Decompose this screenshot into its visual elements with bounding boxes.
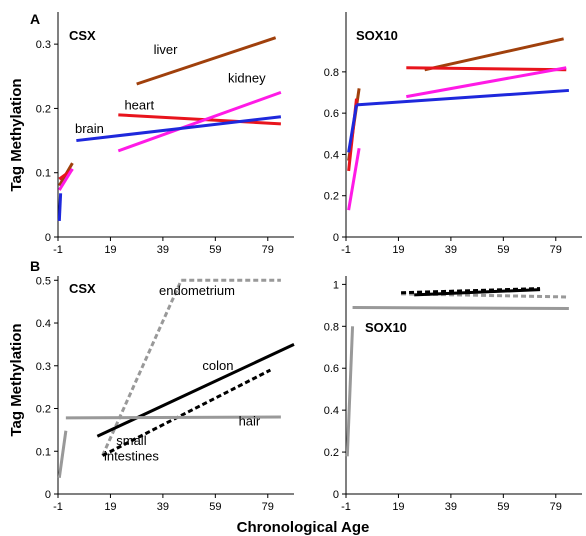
- b-right-y-tick-label: 0.4: [324, 405, 339, 417]
- panel-a-right-ticks: 0 0.2 0.4 0.6 0.8 -1 19 39 59 79: [324, 67, 562, 256]
- b-right-x-tick-label: 79: [550, 501, 562, 513]
- a-left-y-tick-label: 0.3: [36, 39, 51, 51]
- a-left-x-tick-label: 19: [104, 244, 116, 256]
- a-right-series-brain-segment: [347, 104, 358, 153]
- a-right-series-heart-segment: [406, 66, 567, 72]
- a-left-series-kidney-segment: [117, 90, 282, 153]
- a-left-x-tick-label: 59: [209, 244, 221, 256]
- panel-a-left-series: [57, 36, 282, 221]
- panel-a-left-axes: [57, 12, 294, 238]
- a-right-x-tick-label: 19: [392, 244, 404, 256]
- a-left-x-tick-label: -1: [53, 244, 63, 256]
- a-left-x-tick-label: 39: [157, 244, 169, 256]
- b-right-y-tick-label: 0.8: [324, 321, 339, 333]
- a-left-annotation-liver: liver: [154, 42, 179, 57]
- panel-a-right-title: SOX10: [356, 28, 398, 43]
- b-right-series-hair-segment: [352, 305, 569, 310]
- b-right-series-hair-segment: [345, 326, 355, 457]
- b-left-x-tick-label: 39: [157, 501, 169, 513]
- a-left-annotation-brain: brain: [75, 121, 104, 136]
- panel-b-right-title: SOX10: [365, 320, 407, 335]
- b-right-x-tick-label: 19: [392, 501, 404, 513]
- a-right-y-tick-label: 0: [333, 232, 339, 244]
- panel-b-right-series: [345, 287, 569, 457]
- b-left-annotation-small: small: [116, 433, 146, 448]
- a-left-annotation-kidney: kidney: [228, 71, 266, 86]
- a-right-x-tick-label: 79: [550, 244, 562, 256]
- panel-b-left-ticks: 0 0.1 0.2 0.3 0.4 0.5 -1 19 39 59 79: [36, 275, 274, 513]
- panel-a-left-chart: 0 0.1 0.2 0.3 -1 19 39 59 79 CSX liver heart kidne…: [36, 12, 294, 256]
- a-left-y-tick-label: 0: [45, 232, 51, 244]
- b-right-y-tick-label: 0.2: [324, 447, 339, 459]
- a-left-x-tick-label: 79: [262, 244, 274, 256]
- a-left-y-tick-label: 0.1: [36, 168, 51, 180]
- panel-b-right-ticks: 0 0.2 0.4 0.6 0.8 1 -1 19 39 59 79: [324, 279, 562, 513]
- b-left-y-tick-label: 0.3: [36, 361, 51, 373]
- b-right-y-tick-label: 0.6: [324, 363, 339, 375]
- a-left-annotation-heart: heart: [124, 98, 154, 113]
- b-left-y-tick-label: 0.4: [36, 318, 51, 330]
- b-left-x-tick-label: -1: [53, 501, 63, 513]
- b-left-annotation-endometrium: endometrium: [159, 283, 235, 298]
- b-left-series-hair-segment: [65, 415, 281, 420]
- panel-label-b: B: [30, 258, 40, 274]
- a-right-x-tick-label: 39: [445, 244, 457, 256]
- panel-a-left-annotations: liver heart kidney brain: [75, 42, 266, 136]
- b-left-series-small-intestines-segment: [101, 368, 272, 457]
- b-right-series-colon-segment: [414, 288, 541, 297]
- panel-a-left-title: CSX: [69, 28, 96, 43]
- panel-a-left-ticks: 0 0.1 0.2 0.3 -1 19 39 59 79: [36, 39, 274, 256]
- b-left-y-tick-label: 0: [45, 489, 51, 501]
- b-right-x-tick-label: 39: [445, 501, 457, 513]
- b-left-x-tick-label: 79: [262, 501, 274, 513]
- b-left-y-tick-label: 0.1: [36, 446, 51, 458]
- panel-b-right-chart: 0 0.2 0.4 0.6 0.8 1 -1 19 39 59 79 SOX10: [324, 276, 582, 513]
- a-right-series-kidney-segment: [347, 147, 361, 211]
- b-right-x-tick-label: 59: [497, 501, 509, 513]
- a-left-series-liver-segment: [136, 36, 277, 86]
- panel-b-left-title: CSX: [69, 281, 96, 296]
- a-right-y-tick-label: 0.6: [324, 108, 339, 120]
- b-left-series-colon-segment: [96, 343, 295, 438]
- b-left-annotation-colon: colon: [202, 358, 233, 373]
- a-left-series-brain-segment: [57, 193, 63, 221]
- panel-a-right-axes: [345, 12, 582, 238]
- panel-b-left-axes: [57, 276, 294, 495]
- b-right-y-tick-label: 0: [333, 489, 339, 501]
- a-right-series-liver-segment: [424, 37, 564, 72]
- a-right-series-kidney-segment: [406, 66, 567, 99]
- b-left-y-tick-label: 0.5: [36, 275, 51, 287]
- a-right-y-tick-label: 0.2: [324, 191, 339, 203]
- b-left-annotation-intestines: intestines: [104, 449, 159, 464]
- a-left-series-heart-segment: [118, 113, 281, 126]
- a-left-series-kidney-segment: [58, 168, 74, 191]
- panel-b-left-series: [57, 278, 295, 478]
- b-left-y-tick-label: 0.2: [36, 404, 51, 416]
- b-left-series-hair-segment: [57, 430, 68, 478]
- b-left-x-tick-label: 19: [104, 501, 116, 513]
- panel-a-right-series: [347, 37, 569, 211]
- b-right-y-tick-label: 1: [333, 279, 339, 291]
- a-right-y-tick-label: 0.4: [324, 149, 339, 161]
- panel-label-a: A: [30, 11, 40, 27]
- b-left-annotation-hair: hair: [239, 414, 261, 429]
- y-axis-label-bottom: Tag Methylation: [8, 323, 25, 436]
- panel-b-left-chart: 0 0.1 0.2 0.3 0.4 0.5 -1 19 39 59 79 CSX endometri…: [36, 275, 295, 513]
- y-axis-label-top: Tag Methylation: [8, 78, 25, 191]
- panel-b-right-axes: [345, 276, 582, 495]
- b-right-x-tick-label: -1: [341, 501, 351, 513]
- x-axis-label: Chronological Age: [237, 519, 370, 536]
- b-left-x-tick-label: 59: [209, 501, 221, 513]
- a-left-series-brain-segment: [76, 115, 282, 143]
- a-right-x-tick-label: 59: [497, 244, 509, 256]
- a-left-y-tick-label: 0.2: [36, 103, 51, 115]
- a-right-series-brain-segment: [356, 88, 569, 107]
- a-right-y-tick-label: 0.8: [324, 67, 339, 79]
- panel-a-right-chart: 0 0.2 0.4 0.6 0.8 -1 19 39 59 79 SOX10: [324, 12, 582, 256]
- a-right-x-tick-label: -1: [341, 244, 351, 256]
